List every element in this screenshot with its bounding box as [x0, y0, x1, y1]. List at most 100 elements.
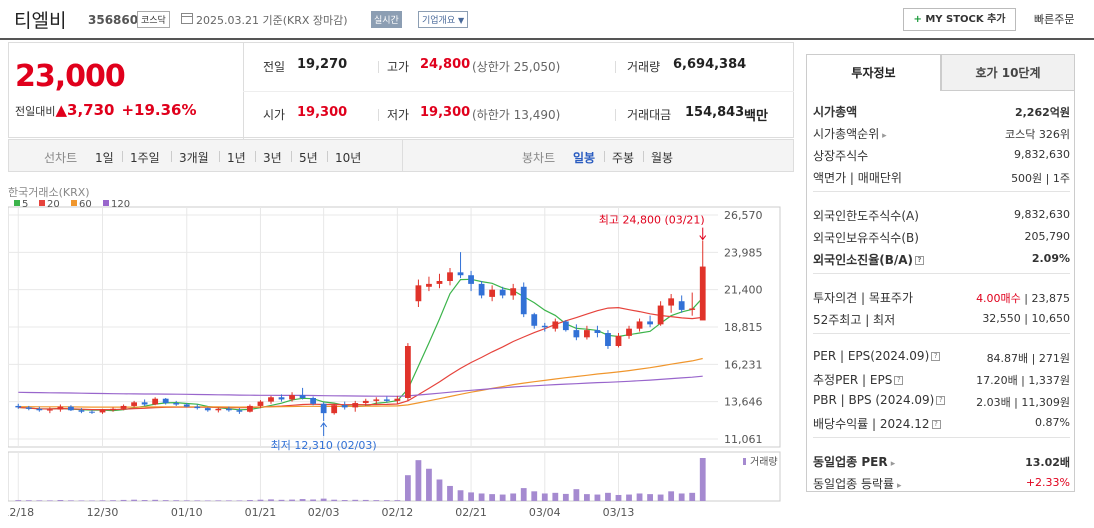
info-row: PBR | BPS (2024.09)? 2.03배 | 11,309원 [813, 391, 1070, 411]
y-tick-label: 26,570 [724, 209, 763, 222]
help-icon[interactable]: ? [894, 376, 904, 385]
period-5y[interactable]: 5년 [299, 151, 318, 165]
change-percent: +19.36% [121, 101, 197, 119]
info-value-text: 17.20배 | 1,337원 [976, 374, 1070, 387]
info-row: PER | EPS(2024.09)? 84.87배 | 271원 [813, 347, 1070, 367]
divider [604, 151, 605, 162]
divider [615, 61, 616, 73]
volume-bar [162, 500, 169, 501]
volume-frame [8, 451, 781, 502]
volume-bar [594, 494, 601, 501]
volume-bar [499, 494, 506, 501]
chevron-right-icon[interactable]: ▸ [887, 459, 896, 469]
realtime-button[interactable]: 실시간 [371, 11, 402, 28]
candle-monthly[interactable]: 월봉 [651, 151, 674, 165]
help-icon[interactable]: ? [931, 420, 941, 429]
price-summary: 23,000 전일대비▲3,730 +19.36% 전일 19,270 고가 2… [8, 42, 794, 139]
help-icon[interactable]: ? [936, 396, 946, 405]
candle-body [426, 283, 432, 287]
info-value-text: 13.02배 [1025, 456, 1070, 469]
candle-body [141, 402, 148, 405]
info-label: 시가총액순위 ▸ [813, 127, 887, 141]
chevron-right-icon[interactable]: ▸ [879, 131, 887, 141]
candle-body [289, 395, 295, 400]
y-tick-label: 21,400 [724, 284, 763, 297]
candle-body [362, 400, 369, 404]
legend-label: 5 [22, 199, 28, 210]
stock-header: 티엘비 356860 코스닥 2025.03.21 기준(KRX 장마감) 실시… [0, 0, 1094, 40]
candle-body [268, 397, 274, 402]
volume-bar [404, 475, 411, 501]
period-1d[interactable]: 1일 [95, 151, 114, 165]
period-3m[interactable]: 3개월 [179, 151, 209, 165]
candlestick-chart[interactable]: 26,570 23,985 21,400 18,815 16,231 13,646 11,0… [8, 172, 794, 528]
stock-name: 티엘비 [14, 10, 67, 32]
divider [122, 151, 123, 162]
change-label: 전일대비 [15, 105, 56, 118]
help-icon[interactable]: ? [915, 256, 925, 265]
volume-bar [541, 493, 548, 501]
period-3y[interactable]: 3년 [263, 151, 282, 165]
candle-body [173, 403, 180, 405]
volume-bar [552, 492, 559, 501]
info-value-text: 84.87배 | 271원 [986, 352, 1070, 365]
add-mystock-button[interactable]: + MY STOCK 추가 [903, 8, 1016, 31]
volume-bar [457, 490, 464, 501]
candle-body [531, 314, 538, 326]
info-row: 투자의견 | 목표주가 4.00매수 | 23,875 [813, 287, 1070, 307]
quick-order-link[interactable]: 빠른주문 [1034, 13, 1075, 26]
volume-label: 거래량 [750, 456, 778, 468]
volume-bar [173, 500, 180, 501]
volume-bar [247, 500, 253, 501]
volume-bar [257, 499, 264, 501]
chevron-down-icon: ▼ [458, 16, 465, 25]
x-tick-label: 02/12 [382, 506, 414, 519]
tab-investment-info[interactable]: 투자정보 [806, 54, 941, 91]
candle-daily[interactable]: 일봉 [573, 151, 596, 165]
info-label: 외국인소진율(B/A)? [813, 251, 925, 268]
candle-body [626, 328, 632, 336]
candle-body [699, 266, 706, 321]
period-10y[interactable]: 10년 [335, 151, 362, 165]
divider [813, 437, 1070, 438]
help-icon[interactable]: ? [931, 352, 941, 361]
period-1y[interactable]: 1년 [227, 151, 246, 165]
volume-bar [478, 493, 485, 501]
investment-info-table: 시가총액 2,262억원 시가총액순위 ▸ 코스닥 326위 상장주식수 9,832,63… [806, 91, 1075, 492]
period-1w[interactable]: 1주일 [130, 151, 160, 165]
volume-bar [110, 500, 116, 501]
divider [291, 151, 292, 162]
plus-icon: + [913, 14, 922, 25]
volume-bar [225, 500, 232, 501]
high-annotation: 최고 24,800 (03/21) [599, 214, 705, 227]
info-label: 배당수익률 | 2024.12? [813, 415, 941, 432]
candle-body [162, 398, 169, 404]
candle-body [689, 308, 696, 310]
volume-bar [468, 492, 474, 501]
candle-body [457, 272, 464, 276]
ma-line [18, 357, 703, 408]
candle-body [468, 275, 474, 284]
info-label: 액면가 | 매매단위 [813, 171, 902, 185]
candle-body [562, 321, 569, 331]
company-info-dropdown[interactable]: 기업개요 ▼ [418, 11, 469, 28]
x-tick-label: 01/10 [171, 506, 203, 519]
info-value: 9,832,630 [1014, 148, 1070, 161]
add-mystock-label: MY STOCK 추가 [925, 14, 1006, 25]
tab-order-book[interactable]: 호가 10단계 [941, 54, 1075, 91]
volume-bar [520, 488, 527, 501]
info-value: +2.33% [1026, 476, 1070, 489]
stock-chart: 26,570 23,985 21,400 18,815 16,231 13,646 11,0… [8, 172, 794, 528]
info-row: 시가총액 2,262억원 [813, 101, 1070, 121]
info-row: 동일업종 등락률 ▸ +2.33% [813, 473, 1070, 493]
chevron-right-icon[interactable]: ▸ [894, 481, 902, 491]
candle-body [394, 398, 401, 401]
info-label: 시가총액 [813, 105, 858, 119]
line-chart-label: 선차트 [44, 151, 78, 165]
volume-bar [194, 500, 201, 501]
volume-bar [394, 500, 401, 501]
y-tick-label: 18,815 [724, 321, 763, 334]
candle-weekly[interactable]: 주봉 [612, 151, 635, 165]
upper-limit: (상한가 25,050) [472, 60, 561, 74]
info-label: PER | EPS(2024.09)? [813, 349, 941, 363]
